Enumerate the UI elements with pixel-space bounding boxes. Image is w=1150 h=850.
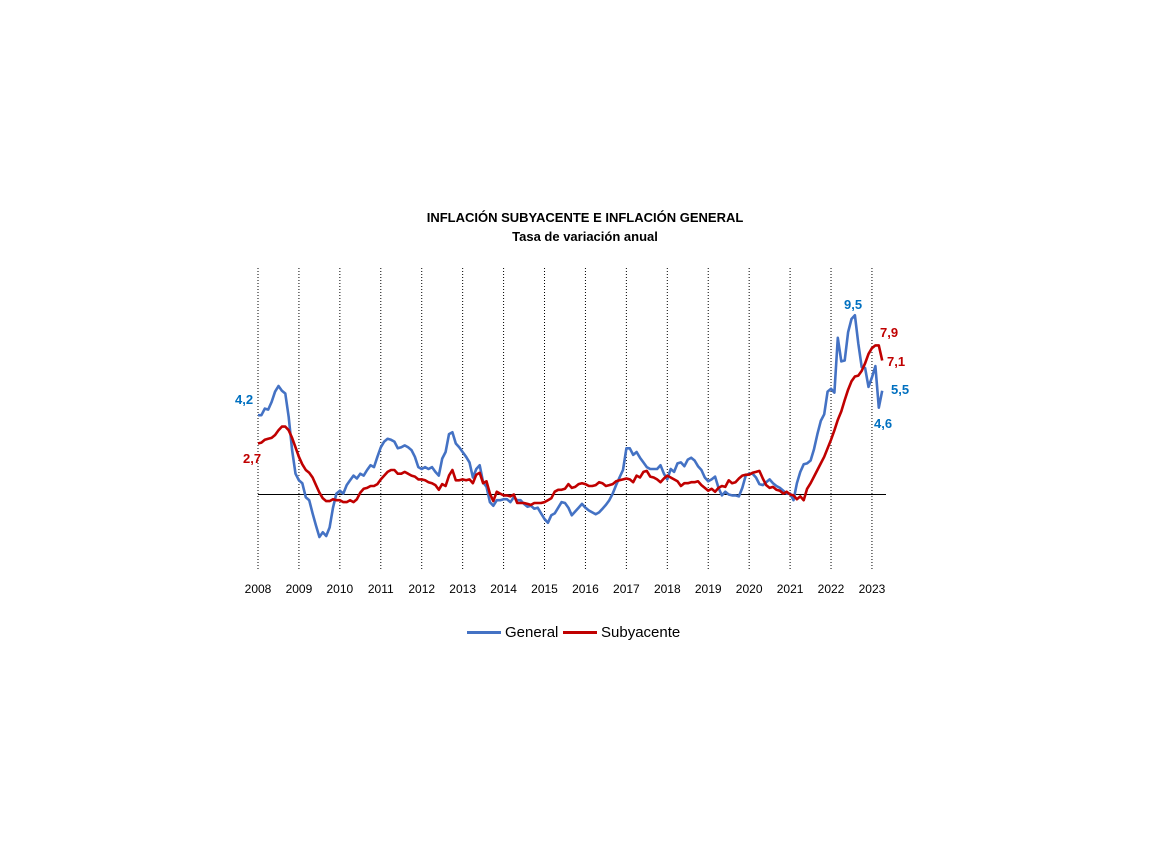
x-tick-label: 2009 bbox=[286, 582, 313, 596]
annotation-general-min: 4,6 bbox=[874, 416, 893, 431]
x-tick-label: 2019 bbox=[695, 582, 722, 596]
x-tick-label: 2015 bbox=[531, 582, 558, 596]
annotation-subyacente-start: 2,7 bbox=[243, 451, 262, 466]
series-line-general bbox=[258, 313, 884, 539]
series-line-subyacente bbox=[257, 344, 884, 507]
x-tick-label: 2010 bbox=[327, 582, 354, 596]
annotation-subyacente-peak: 7,9 bbox=[880, 325, 899, 340]
legend-swatch-subyacente bbox=[563, 631, 597, 634]
x-tick-label: 2018 bbox=[654, 582, 681, 596]
annotation-subyacente-last: 7,1 bbox=[887, 354, 906, 369]
x-tick-label: 2013 bbox=[449, 582, 476, 596]
annotation-general-last: 5,5 bbox=[891, 382, 910, 397]
x-tick-label: 2011 bbox=[368, 582, 394, 596]
legend-swatch-general bbox=[467, 631, 501, 634]
x-tick-label: 2023 bbox=[859, 582, 886, 596]
legend-item-subyacente: Subyacente bbox=[563, 624, 680, 641]
x-tick-label: 2022 bbox=[818, 582, 845, 596]
chart-subtitle: Tasa de variación anual bbox=[512, 229, 658, 244]
annotation-general-peak: 9,5 bbox=[844, 297, 863, 312]
x-tick-label: 2012 bbox=[408, 582, 435, 596]
annotation-general-start: 4,2 bbox=[235, 392, 254, 407]
legend-item-general: General bbox=[467, 624, 558, 641]
x-tick-label: 2017 bbox=[613, 582, 640, 596]
x-tick-label: 2020 bbox=[736, 582, 763, 596]
chart-title: INFLACIÓN SUBYACENTE E INFLACIÓN GENERAL bbox=[426, 210, 744, 225]
x-tick-label: 2014 bbox=[490, 582, 517, 596]
legend-label-subyacente: Subyacente bbox=[601, 624, 681, 641]
x-tick-label: 2008 bbox=[245, 582, 272, 596]
x-tick-label: 2016 bbox=[572, 582, 599, 596]
legend-label-general: General bbox=[505, 624, 559, 641]
x-tick-label: 2021 bbox=[777, 582, 804, 596]
